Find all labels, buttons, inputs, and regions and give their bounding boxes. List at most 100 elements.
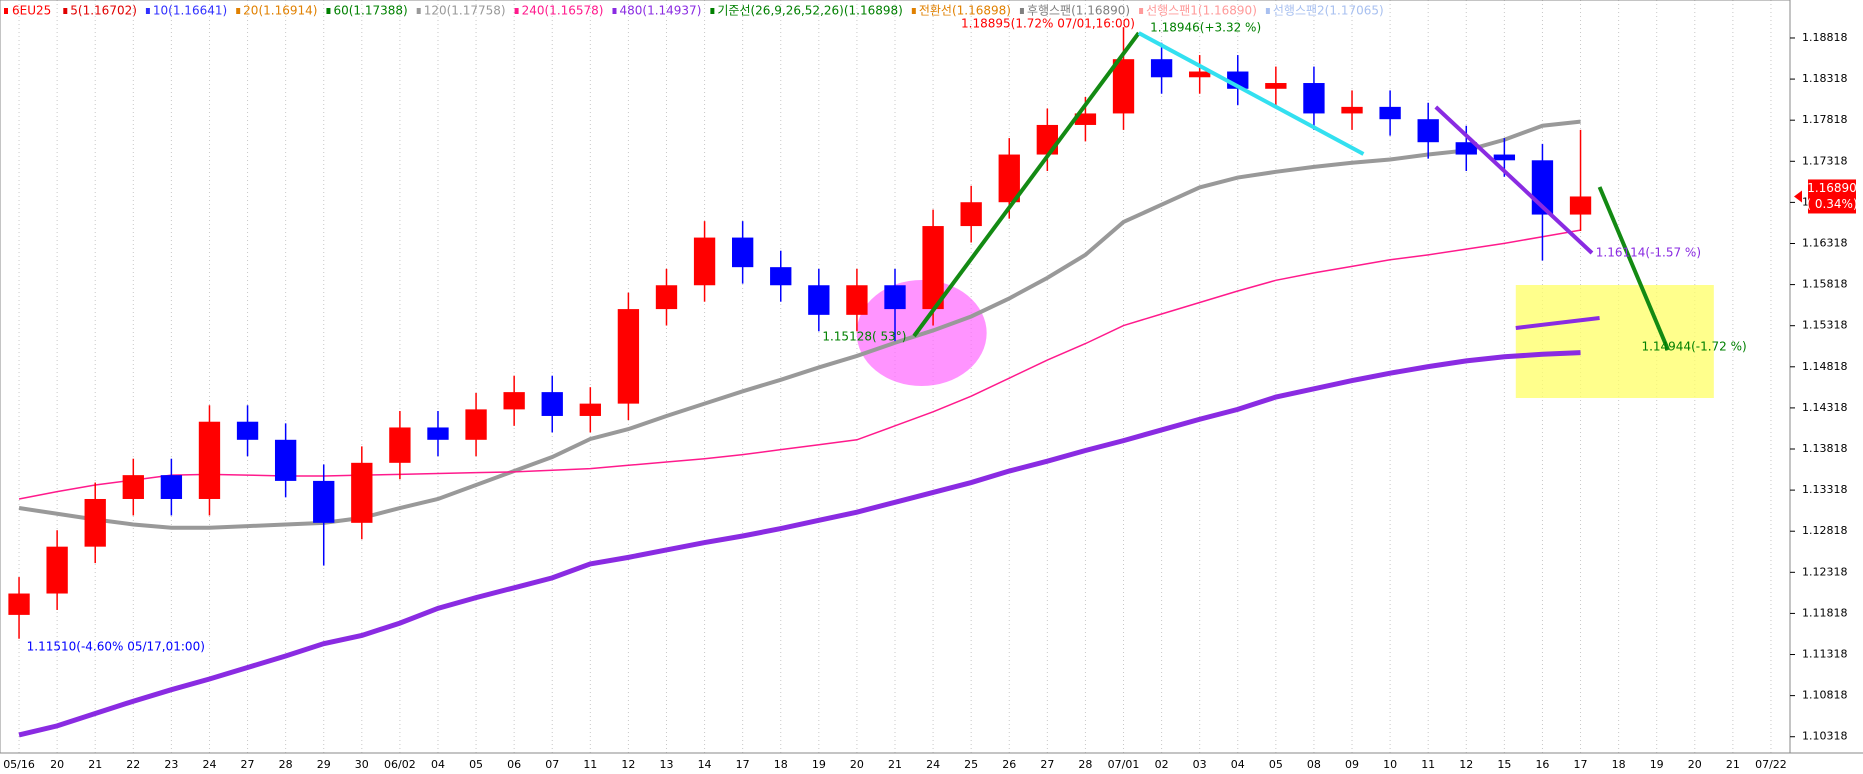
candle-body <box>884 285 906 310</box>
x-tick-label: 21 <box>88 758 102 771</box>
candle-body <box>236 421 259 440</box>
x-tick-label: 21 <box>1726 758 1740 771</box>
annotation: 1.18946(+3.32 %) <box>1150 21 1261 35</box>
legend-swatch <box>612 8 617 14</box>
candle-body <box>427 427 449 440</box>
annotation: 1.15128( 53°) <box>822 330 906 344</box>
legend-swatch <box>416 8 421 14</box>
candle-body <box>465 409 487 440</box>
candle-body <box>1569 196 1592 215</box>
candle-body <box>46 546 68 594</box>
target-zone <box>1515 285 1714 398</box>
annotation: 1.14944(-1.72 %) <box>1641 340 1746 354</box>
candle-body <box>1341 106 1363 114</box>
legend-swatch <box>236 8 241 14</box>
x-tick-label: 11 <box>583 758 597 771</box>
price-marker <box>1794 190 1802 203</box>
x-tick-label: 04 <box>1231 758 1245 771</box>
x-tick-label: 15 <box>1497 758 1511 771</box>
legend-entry: 10(1.16641) <box>153 4 227 18</box>
trend-line <box>1434 105 1594 255</box>
trend-line <box>1515 316 1600 330</box>
legend-entry: 기준선(26,9,26,52,26)(1.16898) <box>717 4 902 18</box>
legend-entry: 선행스팬1(1.16890) <box>1146 3 1257 18</box>
x-tick-label: 18 <box>774 758 788 771</box>
legend-entry: 480(1.14937) <box>619 4 701 18</box>
legend-swatch <box>1265 8 1270 14</box>
candle-body <box>313 480 335 523</box>
y-tick-label: 1.14318 <box>1802 401 1848 414</box>
x-tick-label: 03 <box>1193 758 1207 771</box>
candle-body <box>122 475 144 499</box>
candle-body <box>503 392 525 410</box>
candle-body <box>84 498 106 547</box>
candle-body <box>160 475 183 499</box>
legend-swatch <box>145 8 150 14</box>
y-tick-label: 1.17318 <box>1802 154 1848 167</box>
legend-swatch <box>63 8 68 14</box>
x-tick-label: 12 <box>621 758 635 771</box>
candle-body <box>1150 59 1173 78</box>
x-tick-label: 13 <box>659 758 673 771</box>
legend-entry: 120(1.17758) <box>424 4 506 18</box>
x-tick-label: 07/01 <box>1108 758 1140 771</box>
y-tick-label: 1.18818 <box>1802 31 1848 44</box>
y-tick-label: 1.10318 <box>1802 730 1848 743</box>
x-tick-label: 09 <box>1345 758 1359 771</box>
legend-entry: 5(1.16702) <box>70 4 137 18</box>
y-tick-label: 1.15318 <box>1802 319 1848 332</box>
candle-body <box>1189 71 1211 78</box>
y-tick-label: 1.13818 <box>1802 442 1848 455</box>
candle-body <box>579 403 601 416</box>
y-tick-label: 1.10818 <box>1802 689 1848 702</box>
trend-line <box>912 31 1141 338</box>
current-change: ( 0.34%) <box>1806 197 1857 211</box>
candle-body <box>655 285 678 310</box>
x-tick-label: 28 <box>279 758 293 771</box>
x-tick-label: 17 <box>736 758 750 771</box>
legend-swatch <box>326 8 331 14</box>
x-tick-label: 11 <box>1421 758 1435 771</box>
current-price: 1.16890 <box>1807 181 1857 195</box>
x-tick-label: 14 <box>698 758 712 771</box>
annotation: 1.11510(-4.60% 05/17,01:00) <box>27 640 205 654</box>
candle-body <box>808 285 830 315</box>
candle-body <box>541 392 563 416</box>
candle-body <box>1265 83 1287 89</box>
candle-body <box>770 267 792 286</box>
candle-body <box>960 202 982 227</box>
legend-swatch <box>710 8 715 14</box>
trend-line <box>1137 31 1365 156</box>
candle-body <box>1303 83 1325 114</box>
x-tick-label: 17 <box>1574 758 1588 771</box>
candle-body <box>922 226 944 310</box>
x-tick-label: 20 <box>1688 758 1702 771</box>
x-tick-label: 16 <box>1535 758 1549 771</box>
legend-swatch <box>1019 8 1024 14</box>
y-tick-label: 1.11318 <box>1802 648 1848 661</box>
x-tick-label: 30 <box>355 758 369 771</box>
legend-entry: 후행스팬(1.16890) <box>1027 3 1130 18</box>
candle-body <box>998 154 1020 203</box>
candle-body <box>693 237 716 286</box>
x-tick-label: 27 <box>241 758 255 771</box>
x-tick-label: 28 <box>1078 758 1092 771</box>
x-tick-label: 05 <box>1269 758 1283 771</box>
y-tick-label: 1.17818 <box>1802 113 1848 126</box>
legend-entry: 60(1.17388) <box>333 4 407 18</box>
legend-entry: 선행스팬2(1.17065) <box>1273 3 1384 18</box>
price-box <box>1808 179 1856 214</box>
x-tick-label: 27 <box>1040 758 1054 771</box>
x-tick-label: 21 <box>888 758 902 771</box>
x-tick-label: 20 <box>50 758 64 771</box>
x-tick-label: 08 <box>1307 758 1321 771</box>
legend-symbol: 6EU25 <box>12 4 51 18</box>
x-tick-label: 22 <box>126 758 140 771</box>
x-tick-label: 23 <box>164 758 178 771</box>
x-tick-label: 26 <box>1002 758 1016 771</box>
legend-entry: 240(1.16578) <box>522 4 604 18</box>
x-tick-label: 05 <box>469 758 483 771</box>
candle-body <box>351 462 373 523</box>
x-tick-label: 05/16 <box>3 758 35 771</box>
